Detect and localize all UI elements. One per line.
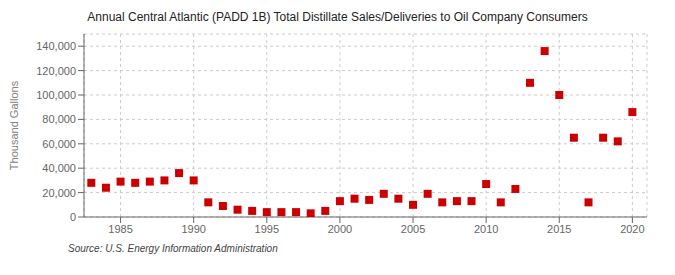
svg-text:40,000: 40,000 [42,162,76,174]
svg-text:140,000: 140,000 [36,40,76,52]
svg-text:120,000: 120,000 [36,65,76,77]
svg-text:20,000: 20,000 [42,187,76,199]
svg-text:60,000: 60,000 [42,138,76,150]
svg-text:1990: 1990 [181,223,205,235]
svg-text:2020: 2020 [620,223,644,235]
svg-text:100,000: 100,000 [36,89,76,101]
html-text:Annual Central Atlantic (PADD: Annual Central Atlantic (PADD 1B) Total … [87,10,588,24]
svg-text:1995: 1995 [255,223,279,235]
svg-text:2015: 2015 [547,223,571,235]
svg-text:2000: 2000 [328,223,352,235]
svg-text:1985: 1985 [108,223,132,235]
html-text:Source: U.S. Energy Informatio: Source: U.S. Energy Information Administ… [68,243,278,254]
svg-text:2005: 2005 [401,223,425,235]
svg-text:Thousand Gallons: Thousand Gallons [8,80,20,170]
svg-text:80,000: 80,000 [42,113,76,125]
svg-text:2010: 2010 [474,223,498,235]
svg-text:0: 0 [70,211,76,223]
